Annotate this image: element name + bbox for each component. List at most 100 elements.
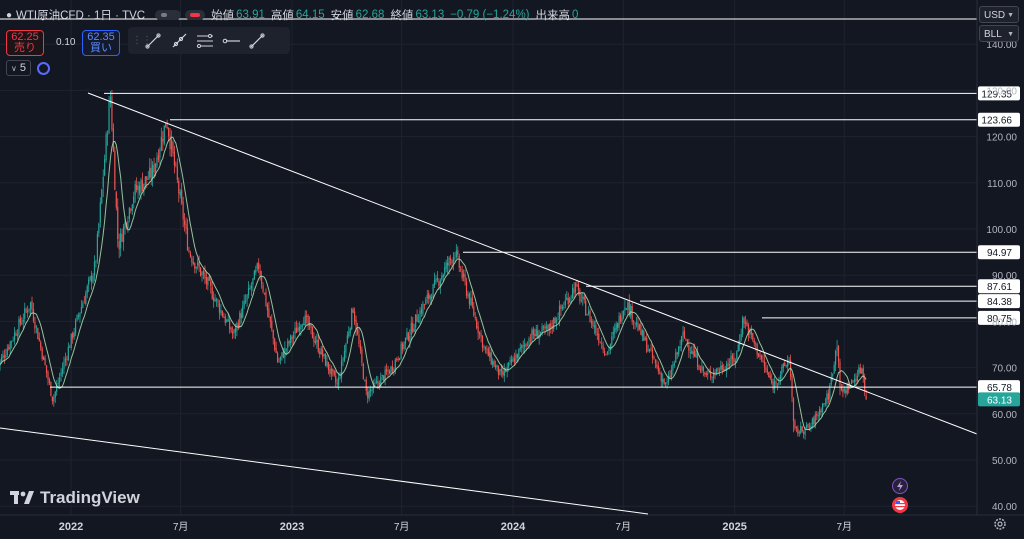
resistance-trendline[interactable]	[87, 92, 978, 435]
candle-body	[589, 310, 591, 323]
candle-body	[272, 330, 274, 339]
candle-body	[787, 361, 789, 367]
unit-button[interactable]: BLL ▼	[979, 25, 1019, 42]
candle-body	[320, 348, 322, 355]
time-axis[interactable]: 2022 7月 2023 7月 2024 7月 2025 7月	[0, 514, 1024, 533]
fib-icon[interactable]	[192, 30, 218, 52]
candle-body	[839, 361, 841, 386]
candle-body	[740, 334, 742, 341]
candle-body	[631, 306, 633, 322]
indicator-settings-icon[interactable]	[37, 61, 51, 75]
candle-body	[489, 351, 491, 358]
candle-body	[499, 369, 501, 376]
candle-body	[755, 343, 757, 345]
candle-body	[816, 413, 818, 416]
candle-body	[436, 278, 439, 280]
candle-body	[377, 380, 379, 384]
current-price-badge	[978, 392, 1020, 407]
candle-body	[862, 368, 864, 378]
candle-body	[762, 360, 764, 362]
candle-body	[43, 356, 45, 361]
candle-body	[152, 165, 154, 179]
candle-body	[175, 163, 177, 166]
symbol-name[interactable]: WTI原油CFD · 1日 · TVC	[16, 10, 146, 22]
drawing-toolbar: ⋮⋮	[128, 27, 290, 54]
drag-handle-icon[interactable]: ⋮⋮	[132, 35, 152, 46]
time-tick-label: 2024	[501, 521, 526, 533]
candle-body	[191, 257, 193, 263]
settings-gear-icon[interactable]	[993, 517, 1007, 531]
candle-body	[647, 350, 649, 352]
candle-body	[35, 326, 37, 328]
candle-body	[201, 272, 203, 276]
candle-body	[117, 206, 119, 240]
candle-body	[519, 347, 521, 350]
candle-body	[176, 166, 178, 180]
candle-body	[348, 332, 350, 337]
candle-body	[744, 322, 747, 325]
candle-body	[404, 337, 407, 344]
candle-body	[416, 315, 418, 322]
candle-body	[54, 391, 56, 398]
candle-body	[114, 151, 116, 191]
high-value: 64.15	[295, 9, 325, 21]
candle-body	[586, 314, 588, 316]
candle-body	[27, 310, 29, 313]
candle-body	[676, 352, 678, 355]
buy-button[interactable]: 62.35 買い	[82, 30, 120, 56]
candle-body	[512, 357, 514, 362]
candle-body	[619, 315, 622, 322]
price-tick-label: 70.00	[992, 364, 1017, 375]
candle-body	[106, 134, 109, 135]
candle-body	[557, 319, 559, 321]
support-trendline[interactable]	[0, 427, 649, 515]
candle-body	[695, 353, 697, 358]
trend-angle-icon[interactable]	[244, 30, 270, 52]
candle-body	[435, 278, 437, 282]
price-tick-label: 50.00	[992, 456, 1017, 467]
indicator-count[interactable]: ∨ 5	[6, 60, 32, 76]
ray-icon[interactable]	[166, 30, 192, 52]
sell-button[interactable]: 62.25 売り	[6, 30, 44, 56]
price-axis[interactable]: 40.00 50.00 60.00 70.00 80.00 90.00 100.00 110.…	[976, 0, 1020, 515]
candle-body	[712, 372, 715, 378]
currency-button[interactable]: USD ▼	[979, 6, 1019, 23]
alert-toggle-icon[interactable]	[185, 10, 206, 20]
visibility-toggle-icon[interactable]	[155, 10, 182, 20]
candle-body	[662, 379, 664, 383]
horizontal-ray-icon[interactable]	[218, 30, 244, 52]
candle-body	[153, 163, 155, 173]
candle-body	[484, 346, 487, 349]
candle-body	[625, 308, 627, 310]
candle-body	[506, 366, 508, 372]
candle-body	[590, 320, 593, 324]
candle-body	[708, 372, 710, 374]
candle-body	[781, 366, 783, 375]
candle-body	[121, 234, 123, 242]
candle-body	[628, 301, 630, 316]
candle-body	[759, 355, 761, 357]
candle-body	[715, 369, 718, 374]
candle-body	[667, 375, 670, 382]
candle-body	[159, 149, 161, 158]
tradingview-logo[interactable]: TradingView	[10, 488, 140, 508]
candle-body	[768, 372, 770, 377]
us-flag-icon[interactable]	[892, 497, 908, 513]
candle-body	[726, 364, 728, 371]
candle-body	[651, 349, 654, 358]
candle-body	[673, 363, 675, 366]
candle-body	[326, 361, 328, 367]
candle-body	[564, 300, 566, 306]
candle-body	[574, 283, 577, 292]
lightning-icon[interactable]	[892, 478, 908, 494]
candle-body	[454, 257, 456, 259]
candle-body	[804, 427, 806, 435]
candle-body	[12, 339, 14, 341]
candle-body	[672, 364, 674, 371]
candle-body	[699, 369, 702, 371]
candle-body	[160, 136, 162, 151]
candle-body	[63, 361, 65, 370]
draw-line-icon[interactable]	[140, 30, 166, 52]
candle-body	[269, 316, 271, 322]
